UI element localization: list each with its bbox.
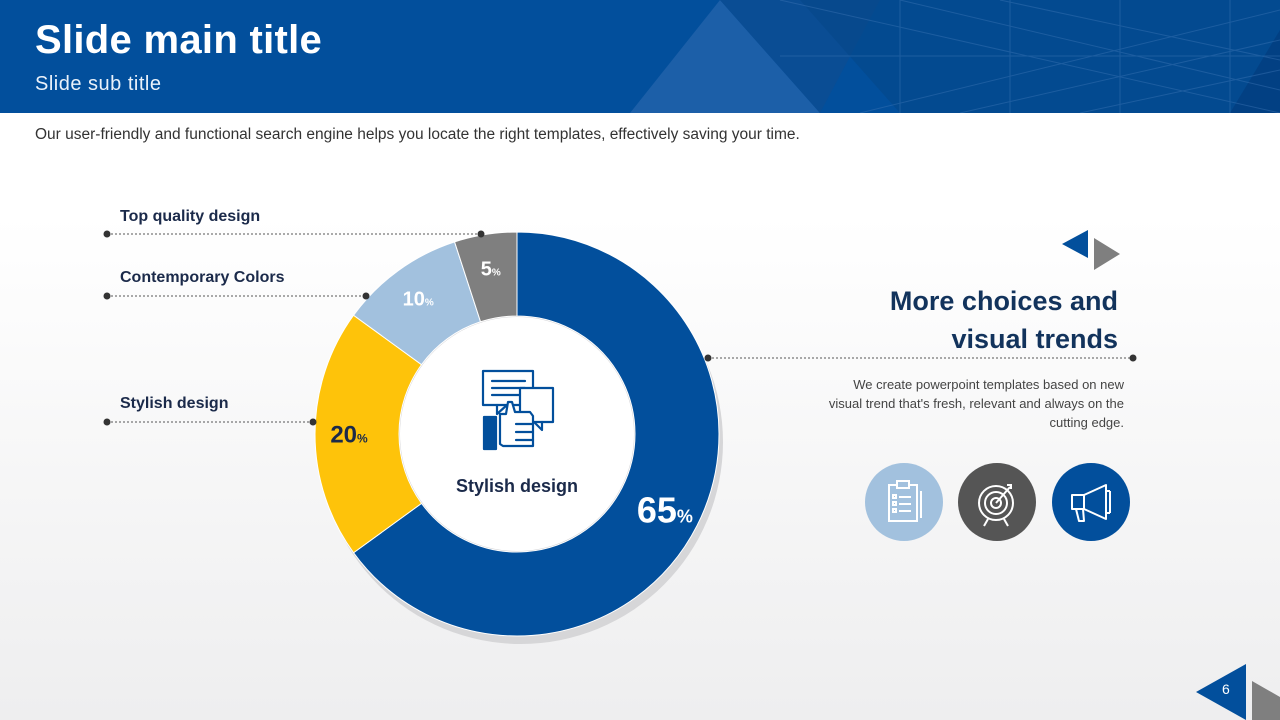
right-body-line1: We create powerpoint templates based on …: [853, 377, 1124, 392]
right-connector: [704, 354, 1137, 362]
corner-triangle: [1252, 681, 1280, 720]
clipboard-icon: [888, 480, 922, 522]
leader-dot: [103, 418, 111, 426]
leader-dot: [362, 292, 370, 300]
chart-leader-lines: [103, 230, 485, 426]
donut-slice: [453, 231, 518, 323]
leader-dot: [309, 418, 317, 426]
donut-slice: [352, 231, 720, 637]
slice-value-label: 20%: [330, 422, 368, 449]
chart-value-labels: 65% 20% 10% 5%: [330, 258, 693, 530]
right-heading-line1: More choices and: [889, 286, 1118, 316]
center-label: Stylish design: [456, 476, 578, 496]
leader-dot: [477, 230, 485, 238]
slice-value-label: 10%: [403, 288, 434, 310]
target-icon: [978, 484, 1014, 527]
slide-subtitle: Slide sub title: [35, 73, 162, 95]
page-number: 6: [1222, 681, 1230, 697]
donut-slice: [314, 314, 423, 554]
megaphone-icon: [1071, 484, 1111, 522]
slice-value-label: 5%: [481, 258, 501, 280]
slide-title: Slide main title: [35, 18, 323, 62]
header-pattern: [630, 0, 1280, 113]
leader-dot: [103, 292, 111, 300]
slide-header: Slide main title Slide sub title: [0, 0, 1280, 113]
leader-dot: [103, 230, 111, 238]
slice-value-label: 65%: [637, 489, 693, 530]
feedback-icon: [481, 369, 555, 451]
page-number-badge: [1196, 664, 1246, 720]
arrow-right-icon: [1094, 238, 1120, 270]
target-circle: [958, 463, 1036, 541]
clipboard-circle: [865, 463, 943, 541]
legend-label-stylish: Stylish design: [120, 395, 229, 412]
megaphone-circle: [1052, 463, 1130, 541]
slide-description: Our user-friendly and functional search …: [35, 126, 800, 143]
arrow-left-icon: [1062, 230, 1088, 258]
legend-label-contemporary: Contemporary Colors: [120, 269, 285, 286]
legend-label-top-quality: Top quality design: [120, 208, 261, 225]
right-heading: More choices and visual trends: [798, 282, 1118, 358]
right-body-line2: visual trend that's fresh, relevant and …: [828, 396, 1124, 411]
right-body: We create powerpoint templates based on …: [754, 375, 1124, 432]
right-body-line3: cutting edge.: [1049, 415, 1124, 430]
right-heading-line2: visual trends: [951, 324, 1118, 354]
